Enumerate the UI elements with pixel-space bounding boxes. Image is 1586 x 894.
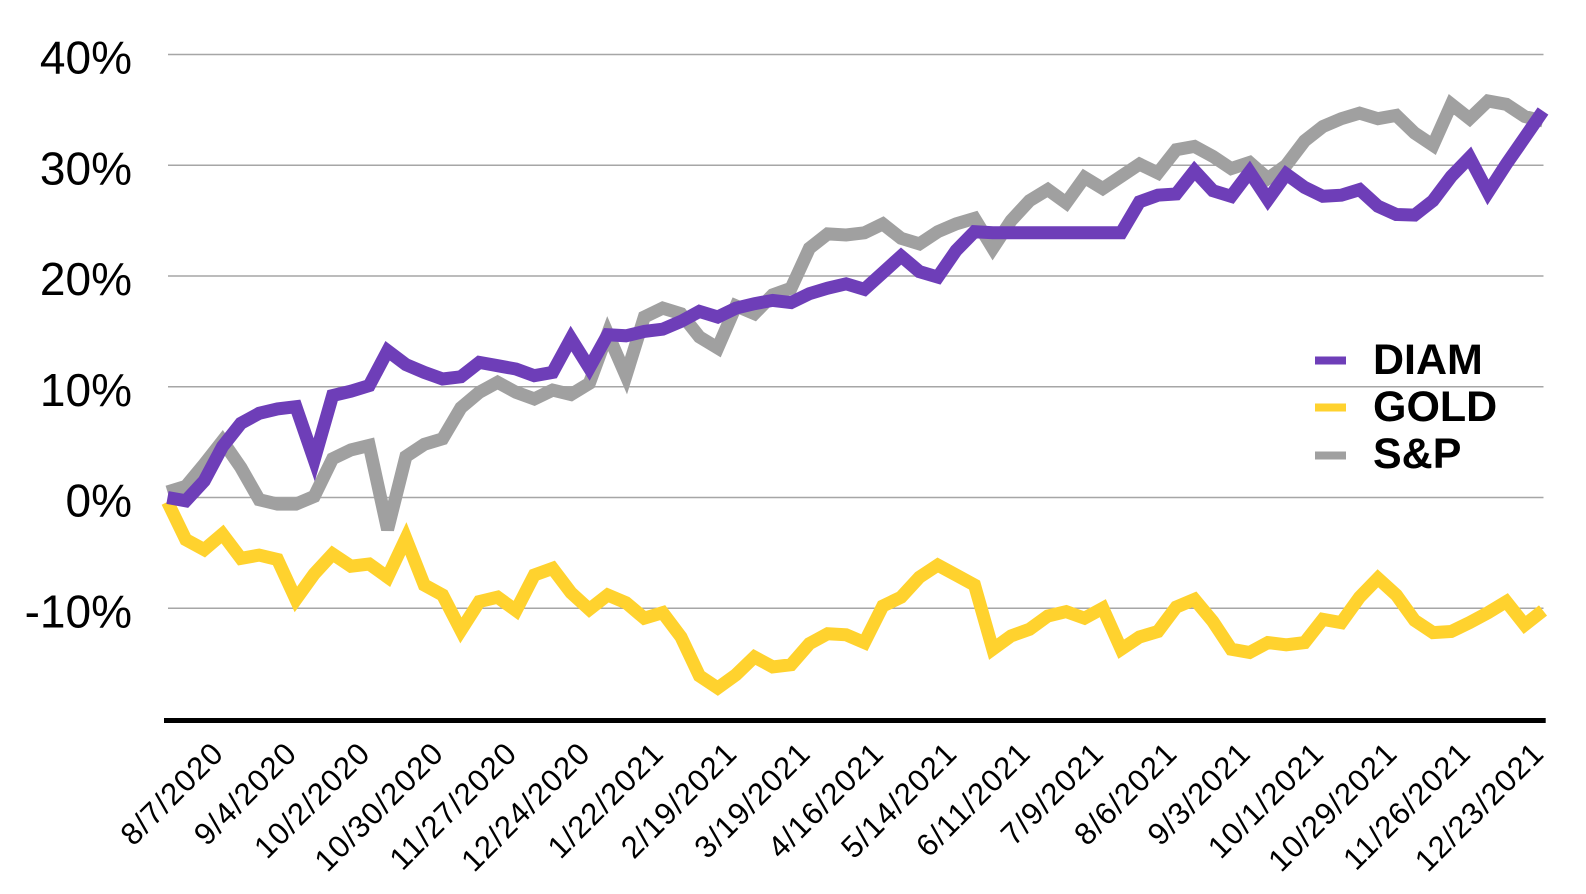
svg-text:10%: 10% [40, 364, 132, 416]
svg-text:20%: 20% [40, 253, 132, 305]
svg-text:40%: 40% [40, 32, 132, 84]
svg-text:DIAM: DIAM [1373, 336, 1483, 384]
svg-text:GOLD: GOLD [1373, 383, 1497, 431]
svg-text:-10%: -10% [25, 585, 132, 637]
svg-text:30%: 30% [40, 142, 132, 194]
svg-text:0%: 0% [66, 475, 132, 527]
svg-text:S&P: S&P [1373, 430, 1461, 478]
